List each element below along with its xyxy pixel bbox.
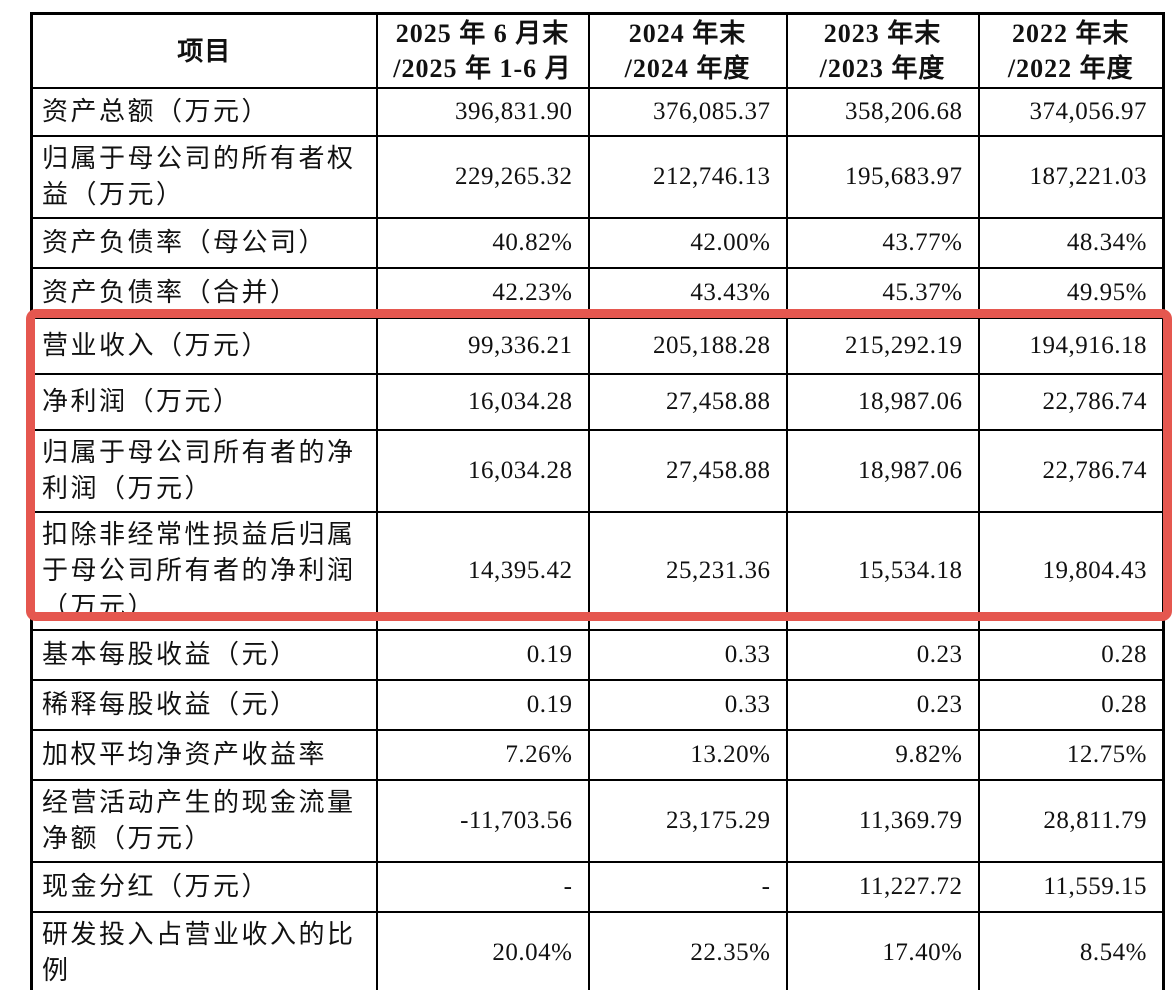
- table-row-highlighted: 归属于母公司所有者的净利润（万元） 16,034.28 27,458.88 18…: [30, 429, 1165, 514]
- row-label: 营业收入（万元）: [30, 317, 378, 376]
- row-label: 经营活动产生的现金流量净额（万元）: [30, 778, 378, 863]
- cell-value: 43.77%: [785, 217, 980, 270]
- cell-value: 19,804.43: [977, 511, 1165, 631]
- table-row: 归属于母公司的所有者权益（万元） 229,265.32 212,746.13 1…: [30, 135, 1165, 220]
- table-row-highlighted: 扣除非经常性损益后归属于母公司所有者的净利润（万元） 14,395.42 25,…: [30, 511, 1165, 631]
- cell-value: 11,559.15: [977, 860, 1165, 913]
- row-label: 归属于母公司所有者的净利润（万元）: [30, 429, 378, 514]
- row-label: 资产负债率（母公司）: [30, 217, 378, 270]
- table-header-row: 项目 2025 年 6 月末 /2025 年 1-6 月 2024 年末 /20…: [30, 12, 1165, 90]
- cell-value: 99,336.21: [375, 317, 590, 376]
- cell-value: 49.95%: [977, 267, 1165, 320]
- cell-value: 205,188.28: [587, 317, 788, 376]
- cell-value: 42.00%: [587, 217, 788, 270]
- row-label: 现金分红（万元）: [30, 860, 378, 913]
- cell-value: 376,085.37: [587, 87, 788, 138]
- cell-value: 22.35%: [587, 910, 788, 990]
- cell-value: 16,034.28: [375, 373, 590, 432]
- column-header-2023: 2023 年末 /2023 年度: [785, 12, 980, 90]
- column-header-2022: 2022 年末 /2022 年度: [977, 12, 1165, 90]
- cell-value: 396,831.90: [375, 87, 590, 138]
- table-row: 资产负债率（母公司） 40.82% 42.00% 43.77% 48.34%: [30, 217, 1165, 270]
- cell-value: 195,683.97: [785, 135, 980, 220]
- cell-value: 16,034.28: [375, 429, 590, 514]
- column-header-2024: 2024 年末 /2024 年度: [587, 12, 788, 90]
- cell-value: 15,534.18: [785, 511, 980, 631]
- cell-value: 11,227.72: [785, 860, 980, 913]
- table-row: 加权平均净资产收益率 7.26% 13.20% 9.82% 12.75%: [30, 728, 1165, 781]
- table-row-highlighted: 营业收入（万元） 99,336.21 205,188.28 215,292.19…: [30, 317, 1165, 376]
- cell-value: 0.33: [587, 678, 788, 731]
- cell-value: 43.43%: [587, 267, 788, 320]
- row-label: 资产负债率（合并）: [30, 267, 378, 320]
- row-label: 资产总额（万元）: [30, 87, 378, 138]
- cell-value: 8.54%: [977, 910, 1165, 990]
- cell-value: 0.23: [785, 628, 980, 681]
- cell-value: 11,369.79: [785, 778, 980, 863]
- cell-value: 22,786.74: [977, 429, 1165, 514]
- cell-value: 28,811.79: [977, 778, 1165, 863]
- cell-value: 17.40%: [785, 910, 980, 990]
- cell-value: 374,056.97: [977, 87, 1165, 138]
- cell-value: 358,206.68: [785, 87, 980, 138]
- cell-value: 14,395.42: [375, 511, 590, 631]
- cell-value: 215,292.19: [785, 317, 980, 376]
- column-header-2025: 2025 年 6 月末 /2025 年 1-6 月: [375, 12, 590, 90]
- row-label: 归属于母公司的所有者权益（万元）: [30, 135, 378, 220]
- cell-value: -11,703.56: [375, 778, 590, 863]
- row-label: 稀释每股收益（元）: [30, 678, 378, 731]
- table-row-highlighted: 净利润（万元） 16,034.28 27,458.88 18,987.06 22…: [30, 373, 1165, 432]
- table-row: 稀释每股收益（元） 0.19 0.33 0.23 0.28: [30, 678, 1165, 731]
- cell-value: 7.26%: [375, 728, 590, 781]
- cell-value: 18,987.06: [785, 373, 980, 432]
- cell-value: 0.33: [587, 628, 788, 681]
- cell-value: 42.23%: [375, 267, 590, 320]
- table-row: 经营活动产生的现金流量净额（万元） -11,703.56 23,175.29 1…: [30, 778, 1165, 863]
- cell-value: 40.82%: [375, 217, 590, 270]
- cell-value: 27,458.88: [587, 373, 788, 432]
- cell-value: 13.20%: [587, 728, 788, 781]
- cell-value: 0.28: [977, 628, 1165, 681]
- cell-value: 212,746.13: [587, 135, 788, 220]
- row-label: 加权平均净资产收益率: [30, 728, 378, 781]
- cell-value: 229,265.32: [375, 135, 590, 220]
- cell-value: 194,916.18: [977, 317, 1165, 376]
- cell-value: 0.19: [375, 628, 590, 681]
- cell-value: -: [375, 860, 590, 913]
- cell-value: 0.19: [375, 678, 590, 731]
- cell-value: 22,786.74: [977, 373, 1165, 432]
- financial-summary-table: 项目 2025 年 6 月末 /2025 年 1-6 月 2024 年末 /20…: [30, 12, 1165, 990]
- table-row: 资产负债率（合并） 42.23% 43.43% 45.37% 49.95%: [30, 267, 1165, 320]
- cell-value: 18,987.06: [785, 429, 980, 514]
- cell-value: 9.82%: [785, 728, 980, 781]
- row-label: 净利润（万元）: [30, 373, 378, 432]
- table-row: 研发投入占营业收入的比例 20.04% 22.35% 17.40% 8.54%: [30, 910, 1165, 990]
- cell-value: 0.28: [977, 678, 1165, 731]
- row-label: 基本每股收益（元）: [30, 628, 378, 681]
- table-row: 基本每股收益（元） 0.19 0.33 0.23 0.28: [30, 628, 1165, 681]
- cell-value: 12.75%: [977, 728, 1165, 781]
- cell-value: 0.23: [785, 678, 980, 731]
- table-row: 资产总额（万元） 396,831.90 376,085.37 358,206.6…: [30, 87, 1165, 138]
- cell-value: 45.37%: [785, 267, 980, 320]
- cell-value: 23,175.29: [587, 778, 788, 863]
- cell-value: -: [587, 860, 788, 913]
- cell-value: 25,231.36: [587, 511, 788, 631]
- cell-value: 48.34%: [977, 217, 1165, 270]
- row-label: 扣除非经常性损益后归属于母公司所有者的净利润（万元）: [30, 511, 378, 631]
- table-row: 现金分红（万元） - - 11,227.72 11,559.15: [30, 860, 1165, 913]
- cell-value: 187,221.03: [977, 135, 1165, 220]
- cell-value: 27,458.88: [587, 429, 788, 514]
- cell-value: 20.04%: [375, 910, 590, 990]
- row-label: 研发投入占营业收入的比例: [30, 910, 378, 990]
- column-header-item: 项目: [30, 12, 378, 90]
